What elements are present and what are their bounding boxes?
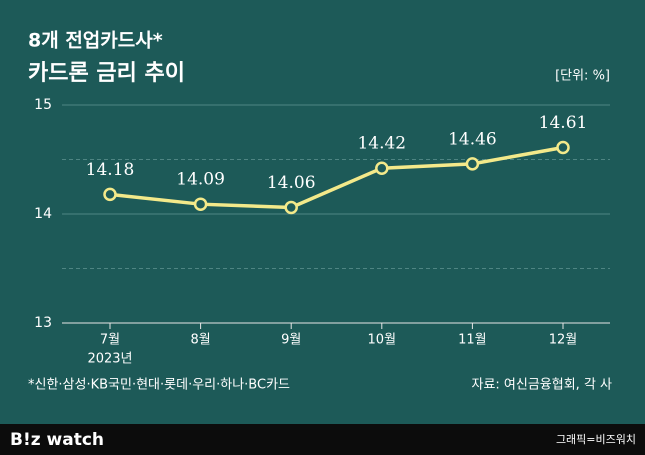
point: [193, 197, 208, 211]
point: [556, 140, 570, 155]
y-tick-label: 13: [34, 315, 52, 331]
line: [109, 145, 564, 210]
value-label: 14.06: [267, 173, 316, 193]
value-label: 14.46: [448, 129, 497, 149]
y-tick-label: 15: [34, 97, 52, 113]
x-tick-label: 9월: [281, 333, 301, 348]
footer-bar: [0, 424, 645, 455]
point: [284, 200, 298, 215]
x-tick-label: 10월: [368, 333, 397, 348]
value-label: 14.61: [539, 113, 588, 133]
logo: B!z watch: [10, 430, 104, 450]
x-tick-label: 7월: [100, 333, 120, 348]
y-tick-label: 14: [34, 206, 52, 222]
point: [375, 161, 389, 175]
credit: 그래픽=비즈워치: [556, 433, 636, 446]
source: 자료: 여신금융협회, 각 사: [471, 378, 612, 393]
x-tick-label: 8월: [190, 333, 210, 348]
x-sublabel: 2023년: [87, 352, 132, 367]
value-label: 14.42: [357, 134, 406, 154]
point: [103, 187, 117, 202]
point: [465, 157, 480, 171]
chart-title: 8개 전업카드사*: [28, 30, 163, 52]
chart-subtitle: 카드론 금리 추이: [28, 61, 185, 86]
x-tick-label: 11월: [458, 333, 487, 348]
footnote: *신한·삼성·KB국민·현대·롯데·우리·하나·BC카드: [28, 378, 290, 393]
unit-label: [단위: %]: [555, 69, 610, 84]
value-label: 14.09: [176, 170, 225, 190]
x-tick-label: 12월: [549, 333, 578, 348]
value-label: 14.18: [86, 160, 135, 180]
